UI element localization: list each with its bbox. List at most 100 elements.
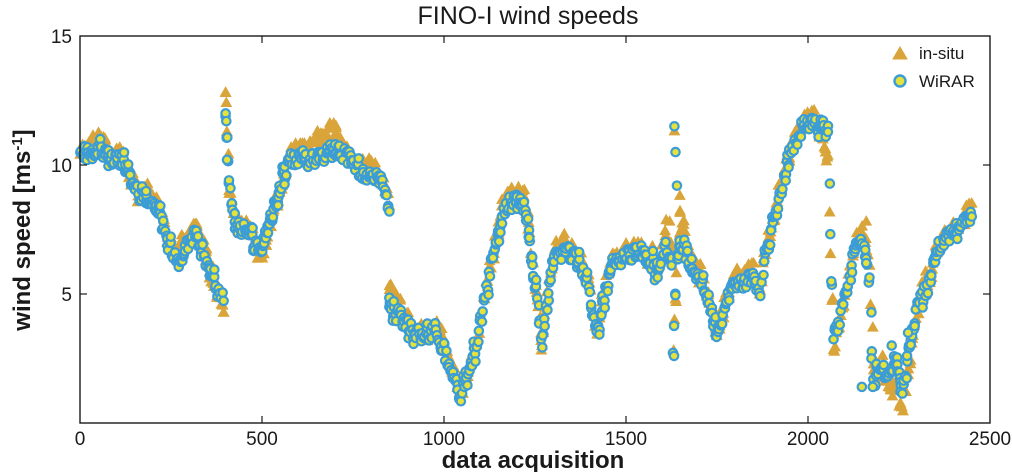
wirar-point — [845, 275, 857, 286]
wirar-point — [539, 320, 551, 332]
wirar-point — [824, 178, 836, 189]
wirar-point — [218, 295, 229, 307]
wirar-point — [780, 175, 791, 186]
in-situ-point — [829, 340, 842, 352]
in-situ-point — [876, 349, 889, 360]
wirar-point — [197, 239, 208, 250]
wirar-point — [825, 228, 836, 240]
wirar-point — [905, 339, 917, 351]
wirar-point — [221, 115, 232, 127]
wirar-point — [886, 340, 898, 351]
wirar-point — [758, 269, 769, 281]
in-situ-point — [678, 214, 690, 226]
wirar-point — [828, 334, 839, 345]
x-tick-label: 2000 — [787, 429, 829, 450]
legend: in-situ WiRAR — [892, 44, 975, 91]
wirar-point — [909, 320, 921, 332]
wirar-point — [783, 162, 794, 173]
wirar-point — [703, 289, 715, 301]
wirar-point — [901, 373, 913, 384]
wirar-point — [280, 170, 292, 181]
y-tick-label: 15 — [51, 27, 72, 48]
wirar-point — [777, 183, 788, 195]
wirar-point — [543, 287, 554, 299]
wirar-point — [221, 154, 233, 166]
wirar-point — [822, 126, 834, 138]
wirar-point — [764, 239, 776, 251]
wirar-point — [670, 146, 681, 158]
wirar-point — [462, 379, 473, 391]
in-situ-point — [673, 189, 686, 200]
wirar-point — [222, 132, 233, 143]
wirar-point — [837, 299, 849, 310]
wirar-point — [225, 182, 236, 194]
wirar-point — [522, 213, 534, 225]
wirar-point — [647, 245, 659, 257]
in-situ-point — [866, 321, 879, 332]
wirar-point — [697, 270, 709, 281]
wirar-point — [686, 253, 697, 265]
wirar-point — [581, 267, 593, 278]
wirar-point — [353, 153, 364, 164]
wirar-point — [477, 306, 488, 317]
in-situ-point — [826, 294, 838, 305]
wirar-point — [165, 231, 177, 242]
wirar-point — [381, 189, 392, 201]
wirar-point — [247, 222, 258, 234]
wirar-point — [155, 200, 166, 212]
wirar-point — [573, 246, 585, 258]
x-tick-label: 2500 — [969, 429, 1011, 450]
y-tick-label: 10 — [51, 156, 72, 177]
wirar-point — [496, 218, 508, 229]
legend-wirar-label: WiRAR — [919, 72, 975, 91]
wirar-point — [671, 180, 683, 191]
y-axis-label-main: wind speed [ms — [9, 151, 36, 332]
wirar-point — [267, 211, 279, 223]
wirar-point — [755, 290, 766, 302]
wirar-point — [826, 276, 837, 287]
wirar-point — [526, 251, 538, 263]
wirar-point — [917, 302, 928, 313]
wirar-point — [599, 302, 611, 314]
wirar-point — [897, 388, 908, 399]
wirar-point — [922, 287, 934, 299]
wirar-point — [537, 342, 548, 353]
wirar-point — [495, 227, 506, 238]
plot-frame — [79, 35, 991, 424]
x-tick-label: 1500 — [605, 429, 647, 450]
in-situ-point — [895, 400, 908, 412]
y-tick-label: 5 — [61, 285, 72, 306]
wirar-point — [272, 200, 284, 211]
wirar-point — [668, 350, 680, 362]
wirar-point — [473, 336, 484, 348]
wirar-point — [864, 272, 875, 283]
wirar-point — [846, 266, 858, 278]
wirar-point — [668, 320, 680, 332]
wirar-point — [118, 147, 130, 158]
chart-title: FINO-I wind speeds — [418, 2, 639, 30]
in-situ-point — [824, 247, 837, 259]
wirar-point — [856, 381, 868, 393]
wirar-point — [584, 286, 596, 298]
wirar-point — [795, 131, 807, 143]
wirar-point — [602, 285, 614, 297]
wirar-point — [384, 206, 395, 217]
wirar-point — [660, 236, 671, 248]
wirar-point — [652, 272, 663, 283]
in-situ-point — [821, 151, 834, 162]
wirar-point — [483, 289, 494, 301]
y-axis-label-close: ] — [9, 129, 36, 137]
wirar-point — [772, 203, 784, 215]
wirar-point — [518, 196, 530, 208]
in-situ-point — [220, 96, 233, 107]
legend-wirar-marker — [893, 74, 907, 88]
wirar-point — [952, 233, 963, 245]
wirar-point — [834, 319, 846, 331]
in-situ-point — [219, 86, 232, 97]
wirar-point — [860, 257, 872, 269]
in-situ-point — [694, 258, 707, 269]
wirar-point — [262, 227, 274, 239]
wirar-point — [669, 121, 680, 132]
wirar-point — [716, 318, 728, 330]
